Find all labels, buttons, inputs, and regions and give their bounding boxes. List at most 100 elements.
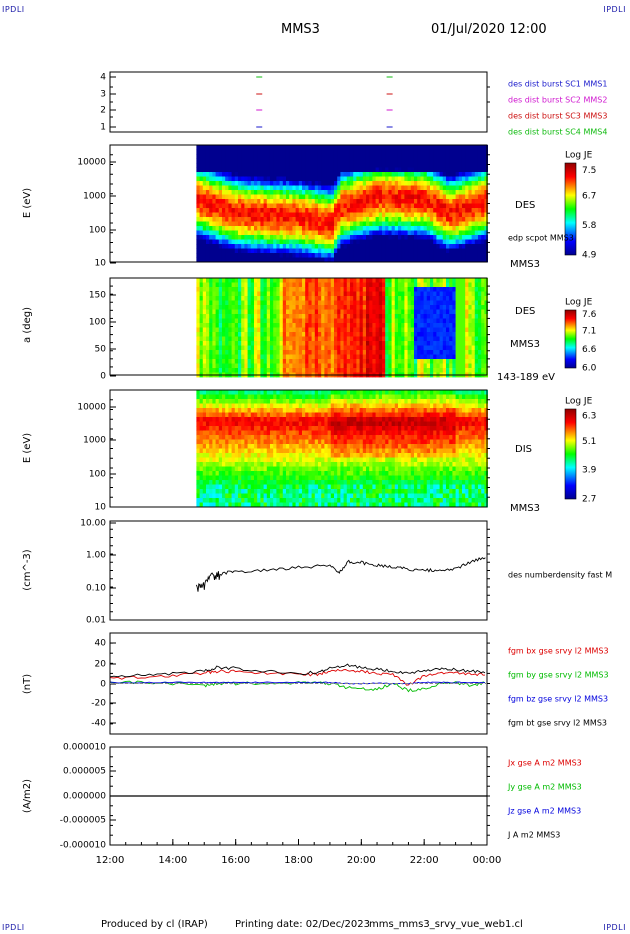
des-pad-cell [442, 291, 447, 297]
dis-energy-cell [241, 394, 245, 400]
des-pad-cell [397, 336, 402, 342]
des-energy-cell [369, 181, 373, 186]
dis-energy-cell [225, 394, 229, 400]
des-pad-cell [413, 341, 418, 346]
des-pad-cell [196, 278, 200, 283]
des-pad-cell [327, 318, 332, 324]
des-pad-cell [449, 363, 453, 369]
des-pad-cell [420, 296, 424, 301]
des-pad-cell [244, 336, 248, 342]
des-energy-cell [321, 235, 325, 240]
des-energy-cell [391, 185, 396, 191]
des-pad-cell [343, 354, 348, 360]
dis-energy-cell [199, 399, 204, 404]
des-pad-cell [404, 278, 408, 283]
des-energy-cell [327, 221, 332, 227]
des-energy-cell [484, 158, 488, 164]
dis-energy-cell [260, 421, 264, 427]
des-pad-cell [218, 359, 223, 364]
dis-energy-cell [205, 480, 210, 485]
des-pad-cell [356, 296, 360, 301]
des-pad-cell [209, 350, 213, 355]
dis-energy-cell [202, 475, 207, 481]
des-energy-cell [461, 194, 466, 200]
des-pad-cell [260, 336, 264, 342]
des-pad-cell [420, 359, 424, 364]
des-pad-cell [260, 291, 264, 297]
des-pad-cell [413, 314, 418, 319]
des-energy-cell [401, 253, 405, 258]
des-pad-cell [471, 341, 476, 346]
des-energy-cell [282, 244, 287, 249]
des-pad-cell [301, 282, 306, 288]
des-energy-cell [333, 230, 338, 236]
des-energy-cell [305, 230, 309, 236]
des-energy-cell [407, 181, 412, 186]
des-energy-cell [346, 235, 351, 240]
des-energy-cell [471, 248, 476, 254]
des-energy-cell [209, 212, 213, 218]
dis-energy-cell [205, 439, 210, 445]
dis-energy-cell [244, 435, 248, 440]
des-pad-cell [372, 300, 376, 306]
des-energy-cell [308, 230, 312, 236]
des-pad-cell [359, 291, 364, 297]
dis-energy-cell [215, 394, 220, 400]
des-pad-cell [327, 350, 332, 355]
des-pad-cell [388, 296, 392, 301]
des-pad-cell [429, 278, 434, 283]
des-pad-cell [362, 363, 367, 369]
des-energy-cell [257, 244, 261, 249]
dis-energy-cell [209, 466, 213, 472]
des-pad-cell [481, 327, 485, 333]
des-energy-cell [285, 185, 290, 191]
des-energy-cell [215, 149, 220, 155]
des-energy-cell [317, 199, 322, 204]
des-pad-cell [468, 345, 472, 351]
des-pad-cell [378, 296, 383, 301]
des-energy-cell [401, 181, 405, 186]
des-pad-cell [452, 350, 456, 355]
des-energy-cell [301, 217, 306, 222]
des-energy-cell [353, 172, 357, 177]
des-pad-cell [260, 300, 264, 306]
des-energy-cell [397, 154, 402, 159]
des-energy-cell [471, 154, 476, 159]
des-energy-cell [196, 149, 200, 155]
des-energy-cell [452, 176, 456, 182]
des-energy-cell [375, 248, 380, 254]
des-pad-cell [324, 314, 328, 319]
des-pad-cell [407, 291, 412, 297]
des-pad-cell [340, 323, 344, 328]
des-energy-cell [391, 230, 396, 236]
dis-energy-cell [196, 480, 200, 485]
des-energy-cell [365, 176, 370, 182]
des-energy-cell [378, 244, 383, 249]
des-pad-cell [273, 359, 277, 364]
dis-energy-cell [260, 498, 264, 503]
des-energy-cell [346, 208, 351, 213]
des-energy-cell [285, 194, 290, 200]
dis-energy-cell [231, 394, 236, 400]
des-energy-cell [455, 248, 460, 254]
des-energy-cell [474, 167, 479, 173]
des-pad-cell [359, 300, 364, 306]
des-pad-cell [199, 359, 204, 364]
des-energy-cell [324, 235, 328, 240]
dis-energy-cell [215, 439, 220, 445]
des-pad-cell [381, 359, 386, 364]
dis-energy-cell [234, 394, 239, 400]
des-pad-cell [375, 345, 380, 351]
des-energy-cell [317, 208, 322, 213]
des-energy-cell [199, 149, 204, 155]
des-energy-cell [218, 145, 223, 150]
des-energy-cell [292, 172, 296, 177]
dis-energy-cell [250, 471, 255, 476]
des-energy-cell [426, 235, 431, 240]
des-pad-cell [321, 350, 325, 355]
des-energy-cell [388, 253, 392, 258]
des-pad-cell [234, 287, 239, 292]
des-energy-cell [196, 154, 200, 159]
des-pad-cell [362, 300, 367, 306]
des-energy-cell [321, 208, 325, 213]
